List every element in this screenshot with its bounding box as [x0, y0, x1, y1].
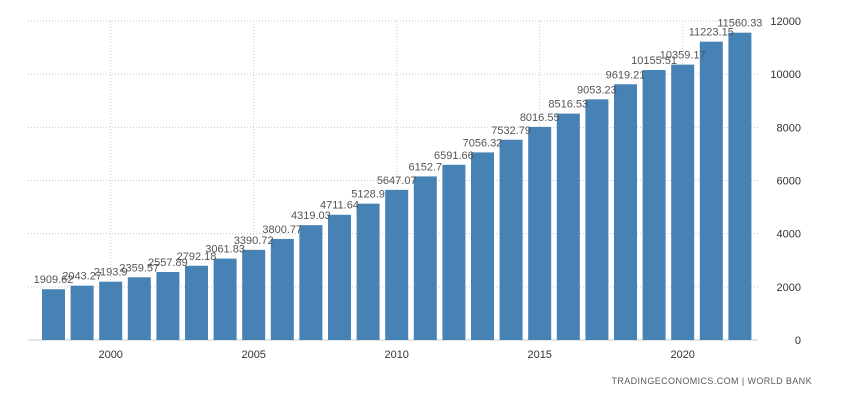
- bar-2005: [242, 249, 266, 340]
- bar-2004: [213, 258, 237, 340]
- x-tick-label: 2000: [98, 349, 122, 361]
- y-tick-label: 0: [795, 335, 801, 347]
- bar-2002: [156, 272, 180, 340]
- bar-1999: [70, 285, 94, 340]
- bar-2003: [185, 265, 208, 340]
- y-tick-label: 6000: [777, 176, 801, 188]
- data-label-2001: 2359.57: [119, 262, 159, 274]
- bar-2019: [642, 70, 666, 341]
- bar-2014: [499, 139, 523, 340]
- bar-1998: [42, 289, 65, 340]
- y-tick-label: 2000: [777, 282, 801, 294]
- bar-2013: [471, 152, 494, 340]
- x-tick-label: 2010: [384, 349, 408, 361]
- data-label-2020: 10359.17: [660, 50, 706, 62]
- data-label-2009: 5128.9: [351, 189, 385, 201]
- x-tick-label: 2020: [670, 349, 694, 361]
- data-label-2014: 7532.79: [491, 125, 531, 137]
- bar-2021: [699, 41, 723, 340]
- data-label-2003: 2792.18: [177, 251, 217, 263]
- data-labels: 1909.622043.272193.92359.572557.892792.1…: [34, 18, 763, 287]
- y-tick-label: 8000: [777, 122, 801, 134]
- bar-2009: [356, 203, 380, 340]
- bar-2017: [585, 99, 609, 341]
- data-label-2012: 6591.66: [434, 150, 474, 162]
- x-tick-label: 2015: [527, 349, 551, 361]
- bar-2006: [270, 238, 294, 340]
- chart-bars: [42, 32, 752, 341]
- x-tick-label: 2005: [241, 349, 265, 361]
- y-tick-label: 12000: [770, 16, 801, 28]
- data-label-2013: 7056.32: [463, 137, 503, 149]
- data-label-2018: 9619.21: [606, 69, 646, 81]
- bar-2011: [413, 176, 437, 340]
- bar-2012: [442, 164, 466, 340]
- bar-2008: [328, 214, 351, 340]
- data-label-2021: 11223.15: [689, 27, 734, 39]
- data-label-2004: 3061.83: [205, 244, 245, 256]
- y-axis-ticks: 0 2000 4000 6000 8000 10000 12000: [770, 16, 801, 347]
- data-label-2008: 4711.64: [320, 200, 359, 212]
- data-label-2010: 5647.07: [377, 175, 417, 187]
- data-label-2017: 9053.23: [577, 84, 617, 96]
- bar-2015: [528, 126, 552, 341]
- data-label-2011: 6152.7: [408, 161, 442, 173]
- data-label-2006: 3800.77: [262, 224, 302, 236]
- bar-2010: [385, 189, 409, 340]
- bar-2018: [614, 84, 637, 340]
- bar-2000: [99, 281, 123, 340]
- data-label-2000: 2193.9: [94, 267, 128, 279]
- y-tick-label: 10000: [770, 69, 801, 81]
- data-label-1998: 1909.62: [34, 274, 74, 286]
- data-label-2022: 11560.33: [717, 18, 762, 30]
- data-label-2007: 4319.03: [291, 210, 331, 222]
- data-label-1999: 2043.27: [62, 271, 102, 283]
- data-label-2019: 10155.51: [631, 55, 677, 67]
- bar-2016: [556, 113, 580, 341]
- data-label-2015: 8016.55: [520, 112, 560, 124]
- source-credit: TRADINGECONOMICS.COM | WORLD BANK: [611, 376, 812, 386]
- y-tick-label: 4000: [777, 229, 801, 241]
- x-axis-ticks: 2000 2005 2010 2015 2020: [98, 349, 694, 361]
- data-label-2005: 3390.72: [234, 235, 274, 247]
- bar-2001: [127, 277, 151, 340]
- bar-2022: [728, 32, 752, 340]
- data-label-2002: 2557.89: [148, 257, 188, 269]
- data-label-2016: 8516.53: [548, 99, 588, 111]
- bar-2020: [671, 64, 695, 341]
- bar-2007: [299, 225, 323, 340]
